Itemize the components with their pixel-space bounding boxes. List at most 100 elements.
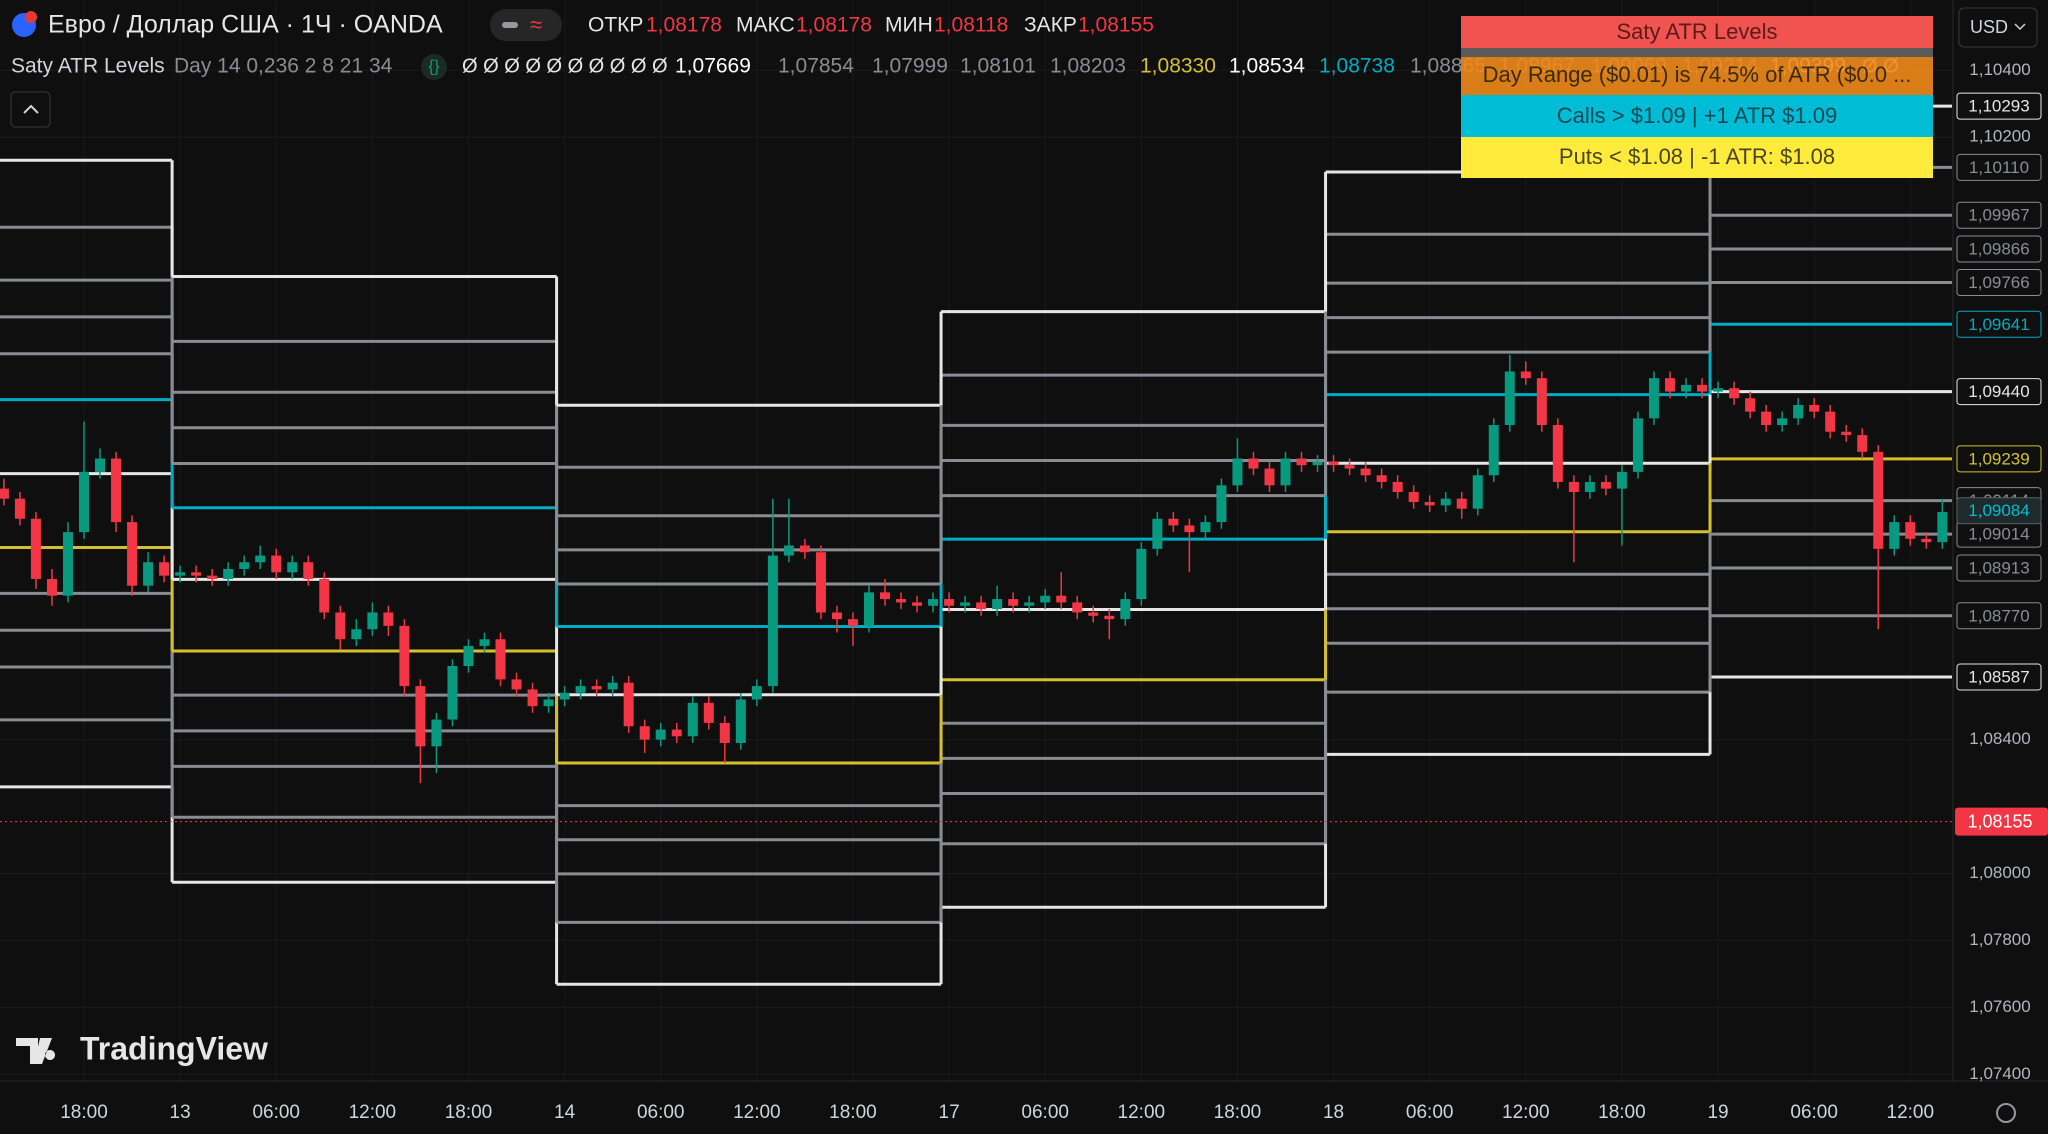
candle-body (687, 702, 698, 737)
candle-body (1040, 595, 1051, 603)
candle-body (30, 518, 41, 579)
candle-body (1120, 599, 1131, 620)
ohlc-value: 1,08178 (796, 14, 872, 37)
logo: TradingView (80, 1030, 268, 1066)
candle-body (1008, 599, 1019, 606)
x-tick-label: 12:00 (349, 1102, 397, 1123)
source-icon[interactable] (421, 54, 447, 80)
candle-body (111, 458, 122, 523)
toggle-buttons[interactable] (490, 9, 562, 41)
candle-body (1873, 451, 1884, 549)
candle-body (1488, 425, 1499, 476)
currency-label: USD (1970, 17, 2008, 37)
candle-body (1600, 481, 1611, 489)
level-price-label: 1,09014 (1968, 525, 2029, 544)
candle-body (1024, 602, 1035, 606)
x-tick-label: 06:00 (637, 1102, 685, 1123)
candle-body (415, 686, 426, 747)
ohlc-name: МИН (885, 14, 933, 37)
settings-button[interactable] (1996, 1103, 2016, 1123)
candle-body (1136, 548, 1147, 600)
candle-body (1248, 458, 1259, 469)
x-tick-label: 17 (939, 1102, 960, 1123)
icon: {} (428, 56, 440, 75)
candle-body (847, 619, 858, 626)
y-tick-label: 1,07800 (1969, 930, 2030, 949)
candle-body (944, 599, 955, 606)
level-price-label: 1,08587 (1968, 668, 2029, 687)
ohlc-name: ЗАКР (1024, 14, 1077, 37)
x-tick-label: 18:00 (1598, 1102, 1646, 1123)
level-price-box (1956, 310, 2042, 338)
candle-body (431, 719, 442, 747)
price-label: 1,09084 (1968, 501, 2029, 520)
candle-body (1905, 522, 1916, 539)
candle-body (1104, 615, 1115, 620)
candle-body (1825, 411, 1836, 432)
candle-body (1729, 388, 1740, 399)
level-price-label: 1,09641 (1968, 315, 2029, 334)
collapse-button[interactable] (10, 91, 51, 128)
candle-body (960, 602, 971, 606)
ohlc-name: МАКС (736, 14, 795, 37)
indicator-value: 1,08738 (1319, 55, 1395, 78)
level-price-label: 1,09440 (1968, 382, 2029, 401)
candle-body (1264, 468, 1275, 486)
level-price-label: 1,08913 (1968, 558, 2029, 577)
x-tick-label: 14 (554, 1102, 576, 1123)
candle-body (1937, 512, 1948, 543)
level-price-label: 1,09239 (1968, 449, 2029, 468)
candle-body (655, 729, 666, 740)
candle-body (159, 562, 170, 576)
x-tick-label: 18:00 (1214, 1102, 1262, 1123)
symbol-title: Евро / Доллар США · 1Ч · OANDA (48, 11, 443, 39)
candle-body (1793, 404, 1804, 419)
candle-body (1536, 378, 1547, 426)
candle-body (62, 532, 73, 596)
level-price-box (1956, 602, 2042, 630)
candle-body (319, 578, 330, 613)
candle-body (14, 498, 25, 519)
candle-body (1424, 502, 1435, 506)
candle-body (1408, 491, 1419, 503)
candle-body (1681, 384, 1691, 392)
ohlc-value: 1,08118 (934, 14, 1008, 37)
candle-body (1168, 518, 1179, 526)
candle-body (1552, 425, 1563, 482)
candle-body (239, 562, 250, 569)
candle-body (447, 666, 458, 720)
candle-body (543, 699, 554, 707)
level-price-box (1956, 554, 2042, 582)
level-price-box (1956, 201, 2042, 229)
candle-body (575, 686, 586, 693)
x-tick-label: 12:00 (1887, 1102, 1935, 1123)
candle-body (1056, 595, 1067, 603)
candle-body (399, 625, 410, 687)
ohlc-value: 1,08178 (646, 14, 722, 37)
level-price-label: 1,09766 (1968, 273, 2029, 292)
level-price-box (1956, 92, 2042, 120)
candle-body (527, 689, 538, 707)
candle-body (1616, 471, 1627, 489)
candle-body (479, 639, 490, 646)
table-cell: Calls > $1.09 | +1 ATR $1.09 (1557, 103, 1837, 128)
candle-body (880, 592, 890, 600)
level-price-box (1956, 663, 2042, 691)
candle-body (1520, 371, 1531, 379)
candle-body (1713, 388, 1724, 392)
logo-icon (16, 1038, 56, 1064)
table-title-row (1461, 16, 1933, 48)
candle-body (1360, 468, 1371, 476)
level-price-label: 1,09967 (1968, 206, 2029, 225)
candle-body (1184, 525, 1195, 533)
ohlc-name: ОТКР (588, 14, 643, 37)
candle-body (1344, 465, 1355, 469)
icon (23, 104, 39, 114)
currency-button[interactable] (1958, 7, 2038, 48)
x-tick-label: 12:00 (733, 1102, 781, 1123)
x-tick-label: 12:00 (1502, 1102, 1550, 1123)
x-tick-label: 06:00 (1406, 1102, 1454, 1123)
candle-body (127, 522, 138, 586)
